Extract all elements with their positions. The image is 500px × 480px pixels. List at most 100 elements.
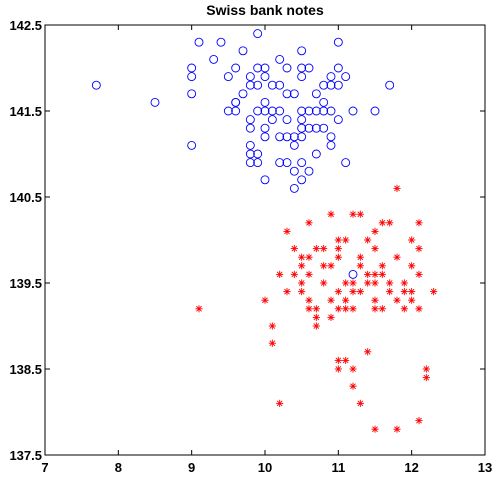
data-point-asterisk bbox=[342, 236, 350, 244]
data-point-asterisk bbox=[386, 219, 394, 227]
data-point-asterisk bbox=[290, 270, 298, 278]
data-point-circle bbox=[311, 106, 321, 116]
data-point-asterisk bbox=[408, 262, 416, 270]
data-point-circle bbox=[150, 97, 160, 107]
data-point-circle bbox=[245, 149, 255, 159]
data-point-circle bbox=[267, 106, 277, 116]
data-point-asterisk bbox=[349, 305, 357, 313]
x-axis: 7 8 9 10 11 12 13 bbox=[41, 25, 492, 475]
data-point-asterisk bbox=[356, 262, 364, 270]
data-point-asterisk bbox=[386, 288, 394, 296]
data-points bbox=[91, 29, 438, 433]
data-point-asterisk bbox=[305, 219, 313, 227]
data-point-asterisk bbox=[349, 288, 357, 296]
data-point-asterisk bbox=[283, 288, 291, 296]
data-point-circle bbox=[245, 72, 255, 82]
data-point-asterisk bbox=[356, 399, 364, 407]
data-point-asterisk bbox=[378, 219, 386, 227]
data-point-circle bbox=[297, 72, 307, 82]
data-point-circle bbox=[297, 158, 307, 168]
data-point-asterisk bbox=[356, 288, 364, 296]
data-point-circle bbox=[231, 106, 241, 116]
data-point-circle bbox=[260, 175, 270, 185]
data-point-asterisk bbox=[371, 270, 379, 278]
data-point-circle bbox=[319, 123, 329, 133]
data-point-asterisk bbox=[356, 210, 364, 218]
data-point-circle bbox=[311, 123, 321, 133]
x-tick-label: 7 bbox=[41, 460, 48, 475]
data-point-circle bbox=[326, 132, 336, 142]
data-point-circle bbox=[260, 63, 270, 73]
data-point-asterisk bbox=[305, 305, 313, 313]
data-point-circle bbox=[297, 115, 307, 125]
data-point-asterisk bbox=[312, 245, 320, 253]
data-point-asterisk bbox=[298, 279, 306, 287]
data-point-asterisk bbox=[268, 339, 276, 347]
data-point-circle bbox=[231, 63, 241, 73]
data-point-asterisk bbox=[334, 305, 342, 313]
data-point-asterisk bbox=[283, 227, 291, 235]
data-point-asterisk bbox=[342, 296, 350, 304]
data-point-asterisk bbox=[422, 365, 430, 373]
data-point-circle bbox=[326, 72, 336, 82]
data-point-asterisk bbox=[334, 365, 342, 373]
data-point-circle bbox=[253, 29, 263, 39]
data-point-asterisk bbox=[276, 399, 284, 407]
x-tick-label: 9 bbox=[188, 460, 195, 475]
data-point-asterisk bbox=[371, 227, 379, 235]
data-point-asterisk bbox=[334, 356, 342, 364]
data-point-asterisk bbox=[408, 296, 416, 304]
data-point-circle bbox=[326, 80, 336, 90]
data-point-asterisk bbox=[386, 279, 394, 287]
data-point-circle bbox=[304, 123, 314, 133]
data-point-circle bbox=[245, 140, 255, 150]
data-point-asterisk bbox=[393, 425, 401, 433]
data-point-circle bbox=[297, 46, 307, 56]
data-point-circle bbox=[333, 115, 343, 125]
data-point-asterisk bbox=[371, 296, 379, 304]
data-point-circle bbox=[275, 158, 285, 168]
data-point-circle bbox=[311, 149, 321, 159]
data-point-circle bbox=[253, 158, 263, 168]
data-point-circle bbox=[245, 158, 255, 168]
x-tick-label: 13 bbox=[478, 460, 492, 475]
data-point-asterisk bbox=[327, 296, 335, 304]
data-point-circle bbox=[260, 72, 270, 82]
data-point-asterisk bbox=[290, 245, 298, 253]
y-tick-label: 141.5 bbox=[9, 104, 42, 119]
data-point-circle bbox=[275, 80, 285, 90]
data-point-asterisk bbox=[327, 210, 335, 218]
data-point-asterisk bbox=[298, 288, 306, 296]
x-tick-label: 11 bbox=[331, 460, 345, 475]
data-point-asterisk bbox=[415, 245, 423, 253]
data-point-circle bbox=[341, 158, 351, 168]
data-point-circle bbox=[187, 140, 197, 150]
data-point-circle bbox=[385, 80, 395, 90]
data-point-circle bbox=[223, 106, 233, 116]
data-point-circle bbox=[341, 72, 351, 82]
data-point-circle bbox=[267, 80, 277, 90]
data-point-circle bbox=[223, 72, 233, 82]
x-tick-label: 8 bbox=[115, 460, 122, 475]
data-point-circle bbox=[348, 106, 358, 116]
data-point-asterisk bbox=[305, 253, 313, 261]
data-point-circle bbox=[289, 132, 299, 142]
data-point-circle bbox=[319, 97, 329, 107]
data-point-asterisk bbox=[195, 305, 203, 313]
data-point-asterisk bbox=[400, 288, 408, 296]
data-point-circle bbox=[187, 89, 197, 99]
data-point-asterisk bbox=[342, 356, 350, 364]
data-point-asterisk bbox=[371, 425, 379, 433]
data-point-circle bbox=[297, 106, 307, 116]
data-point-asterisk bbox=[393, 296, 401, 304]
data-point-asterisk bbox=[268, 322, 276, 330]
data-point-asterisk bbox=[276, 270, 284, 278]
data-point-circle bbox=[326, 106, 336, 116]
data-point-asterisk bbox=[349, 382, 357, 390]
data-point-circle bbox=[187, 72, 197, 82]
data-point-asterisk bbox=[415, 417, 423, 425]
data-point-asterisk bbox=[400, 305, 408, 313]
data-point-circle bbox=[289, 166, 299, 176]
data-point-asterisk bbox=[400, 279, 408, 287]
y-axis: 137.5 138.5 139.5 140.5 141.5 142.5 bbox=[9, 18, 485, 463]
